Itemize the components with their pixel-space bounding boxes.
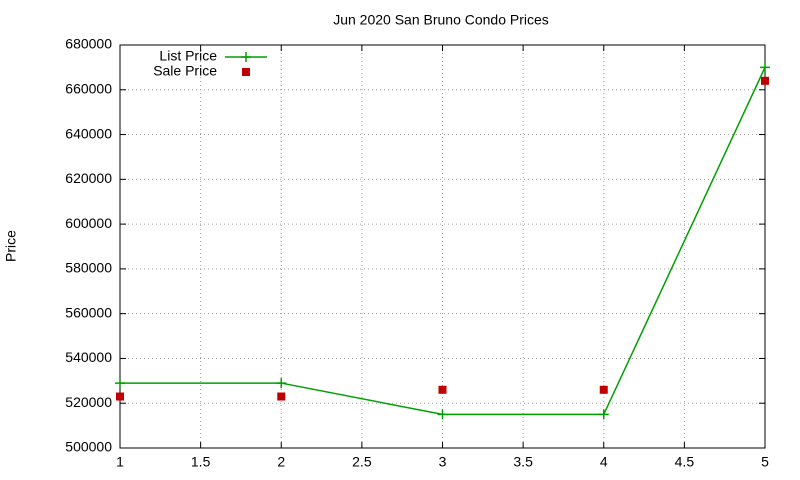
y-tick-label: 620000 — [65, 170, 112, 186]
x-tick-label: 2.5 — [352, 454, 372, 470]
x-tick-label: 4 — [600, 454, 608, 470]
y-tick-label: 540000 — [65, 349, 112, 365]
y-tick-label: 560000 — [65, 304, 112, 320]
x-tick-label: 1.5 — [191, 454, 211, 470]
point — [598, 409, 609, 420]
plot-frame — [119, 44, 766, 449]
y-tick-label: 640000 — [65, 125, 112, 141]
x-tick-label: 1 — [116, 454, 124, 470]
point — [438, 385, 447, 394]
y-tick-label: 600000 — [65, 215, 112, 231]
point — [599, 385, 608, 394]
legend-label: List Price — [159, 48, 217, 64]
x-tick-label: 4.5 — [675, 454, 695, 470]
y-tick-label: 660000 — [65, 80, 112, 96]
legend-marker — [242, 68, 250, 76]
x-tick-label: 5 — [761, 454, 769, 470]
y-axis-label: Price — [3, 230, 19, 262]
y-tick-label: 580000 — [65, 260, 112, 276]
y-tick-label: 520000 — [65, 394, 112, 410]
y-tick-label: 680000 — [65, 36, 112, 52]
point — [761, 76, 769, 85]
legend-label: Sale Price — [153, 63, 217, 79]
point — [116, 392, 124, 401]
series-line — [120, 67, 766, 416]
point — [437, 409, 448, 420]
x-tick-label: 3.5 — [513, 454, 533, 470]
x-tick-label: 3 — [439, 454, 447, 470]
point — [276, 378, 287, 389]
point — [760, 62, 770, 73]
x-tick-label: 2 — [277, 454, 285, 470]
chart-title: Jun 2020 San Bruno Condo Prices — [333, 12, 549, 28]
point — [115, 378, 125, 389]
point — [277, 392, 286, 401]
legend-marker — [241, 52, 251, 62]
y-tick-label: 500000 — [65, 439, 112, 455]
